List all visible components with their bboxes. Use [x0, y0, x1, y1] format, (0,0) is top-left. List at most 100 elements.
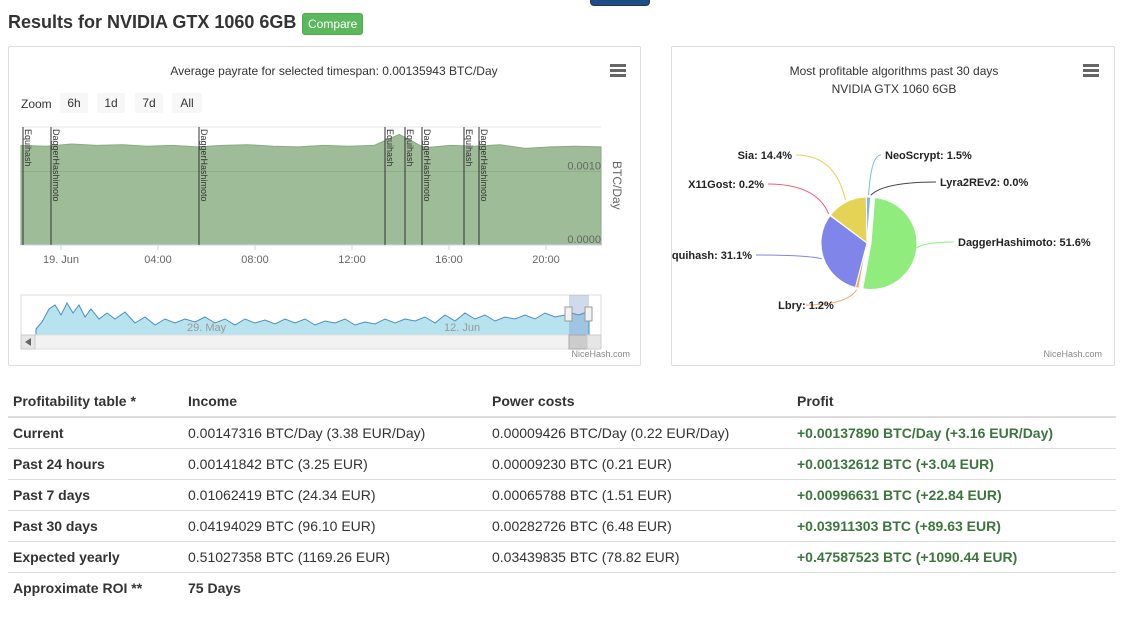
profit-cell: +0.00996631 BTC (+22.84 EUR) — [792, 479, 1116, 511]
flag-label: Equihash — [23, 129, 33, 167]
navigator-handle-left[interactable] — [564, 306, 573, 322]
y-axis-title: BTC/Day — [610, 161, 624, 210]
row-label: Current — [8, 417, 183, 449]
income-cell: 0.00147316 BTC/Day (3.38 EUR/Day) — [183, 417, 487, 449]
chart-menu-icon[interactable] — [610, 64, 626, 77]
pie-label: Equihash: 31.1% — [672, 250, 752, 262]
navigator-selection[interactable] — [569, 295, 589, 335]
table-row: Past 30 days 0.04194029 BTC (96.10 EUR) … — [8, 510, 1116, 542]
navigator-label-may: 29. May — [187, 322, 227, 334]
zoom-1d-label: 1d — [104, 96, 117, 110]
profit-cell: +0.03911303 BTC (+89.63 EUR) — [792, 510, 1116, 542]
header-profit: Profit — [792, 386, 1116, 418]
navigator-label-jun: 12. Jun — [444, 322, 480, 334]
income-cell: 0.04194029 BTC (96.10 EUR) — [183, 510, 487, 542]
pie-slice — [865, 196, 872, 244]
row-label: Past 7 days — [8, 479, 183, 511]
zoom-1d-button[interactable] — [97, 93, 125, 113]
pie-connector — [805, 289, 858, 306]
zoom-label: Zoom — [21, 97, 52, 111]
pie-label: Lbry: 1.2% — [778, 300, 834, 312]
pie-chart: Most profitable algorithms past 30 days … — [672, 64, 1091, 312]
power-cost-cell: 0.00065788 BTC (1.51 EUR) — [487, 479, 792, 511]
profit-cell: +0.47587523 BTC (+1090.44 EUR) — [792, 541, 1116, 573]
table-header-row: Profitability table * Income Power costs… — [8, 386, 1116, 418]
area-plot: 0.0000 0.0010 19. Jun 04:00 08:00 12:00 16:00 2… — [20, 126, 602, 266]
row-label: Past 24 hours — [8, 448, 183, 480]
scrollbar-right-arrow[interactable] — [586, 334, 602, 350]
x-tick-label: 19. Jun — [43, 254, 79, 266]
navigator[interactable]: 29. May 12. Jun — [20, 294, 602, 336]
pie-connector — [767, 183, 830, 215]
payrate-chart-panel: Average payrate for selected timespan: 0… — [8, 46, 641, 366]
pie-connector — [870, 181, 937, 196]
zoom-buttons: 6h 1d 7d All — [60, 93, 202, 113]
table-row: Expected yearly 0.51027358 BTC (1169.26 … — [8, 541, 1116, 573]
y-tick-label: 0.0010 — [567, 160, 601, 172]
pie-plot: DaggerHashimoto: 51.6% Lbry: 1.2% Equihash… — [672, 150, 1091, 312]
profitability-table: Profitability table * Income Power costs… — [8, 386, 1116, 604]
x-tick-label: 20:00 — [532, 254, 560, 266]
table-row: Past 24 hours 0.00141842 BTC (3.25 EUR) … — [8, 448, 1116, 480]
roi-row: Approximate ROI ** 75 Days — [8, 573, 1116, 604]
pie-label: DaggerHashimoto: 51.6% — [958, 237, 1091, 249]
x-tick-label: 16:00 — [435, 254, 463, 266]
zoom-7d-label: 7d — [142, 96, 155, 110]
power-cost-cell: 0.00282726 BTC (6.48 EUR) — [487, 510, 792, 542]
scrollbar[interactable] — [20, 334, 602, 350]
zoom-6h-label: 6h — [67, 96, 80, 110]
zoom-6h-button[interactable] — [60, 93, 88, 113]
pie-label: X11Gost: 0.2% — [688, 179, 764, 191]
pie-chart-subtitle: NVIDIA GTX 1060 6GB — [832, 82, 957, 96]
power-cost-cell: 0.03439835 BTC (78.82 EUR) — [487, 541, 792, 573]
x-tick-label: 08:00 — [241, 254, 269, 266]
pie-connector — [868, 154, 882, 196]
income-cell: 0.01062419 BTC (24.34 EUR) — [183, 479, 487, 511]
zoom-all-label: All — [180, 96, 193, 110]
row-label: Past 30 days — [8, 510, 183, 542]
algorithm-pie-panel: Most profitable algorithms past 30 days … — [671, 46, 1115, 366]
pie-connector — [755, 254, 822, 260]
navigator-series — [35, 301, 590, 336]
power-cost-cell: 0.00009426 BTC/Day (0.22 EUR/Day) — [487, 417, 792, 449]
pie-slice — [862, 197, 918, 290]
x-tick-label: 12:00 — [338, 254, 366, 266]
zoom-all-button[interactable] — [172, 93, 202, 113]
top-decoration — [590, 0, 650, 6]
navigator-handle-right[interactable] — [584, 306, 593, 322]
payrate-chart-credit[interactable]: NiceHash.com — [571, 349, 630, 359]
pie-slice — [820, 214, 868, 289]
profit-cell: +0.00132612 BTC (+3.04 EUR) — [792, 448, 1116, 480]
header-power-costs: Power costs — [487, 386, 792, 418]
pie-chart-title: Most profitable algorithms past 30 days — [790, 64, 999, 78]
row-label: Expected yearly — [8, 541, 183, 573]
compare-button[interactable]: Compare — [302, 13, 364, 35]
table-row: Past 7 days 0.01062419 BTC (24.34 EUR) 0… — [8, 479, 1116, 511]
payrate-chart: Average payrate for selected timespan: 0… — [20, 64, 624, 350]
header-profitability: Profitability table * — [8, 386, 183, 418]
pie-label: NeoScrypt: 1.5% — [885, 150, 972, 162]
scrollbar-thumb[interactable] — [568, 334, 588, 350]
x-tick-label: 04:00 — [144, 254, 172, 266]
header-income: Income — [183, 386, 487, 418]
flag-label: DaggerHashimoto — [422, 129, 432, 202]
pie-chart-credit[interactable]: NiceHash.com — [1043, 349, 1102, 359]
flag-label: Equihash — [405, 129, 415, 167]
flag-label: Equihash — [464, 129, 474, 167]
payrate-area — [20, 133, 602, 246]
table-row: Current 0.00147316 BTC/Day (3.38 EUR/Day… — [8, 417, 1116, 449]
flag-label: DaggerHashimoto — [51, 129, 61, 202]
roi-label: Approximate ROI ** — [13, 580, 143, 597]
pie-connector — [795, 154, 846, 201]
flag-label: Equihash — [385, 129, 395, 167]
pie-menu-icon[interactable] — [1083, 64, 1099, 77]
pie-label: Lyra2REv2: 0.0% — [940, 177, 1028, 189]
flag-label: DaggerHashimoto — [199, 129, 209, 202]
income-cell: 0.00141842 BTC (3.25 EUR) — [183, 448, 487, 480]
pie-label: Sia: 14.4% — [738, 150, 793, 162]
payrate-chart-title: Average payrate for selected timespan: 0… — [170, 64, 497, 78]
zoom-7d-button[interactable] — [135, 93, 163, 113]
page-title: Results for NVIDIA GTX 1060 6GB — [8, 12, 297, 32]
income-cell: 0.51027358 BTC (1169.26 EUR) — [183, 541, 487, 573]
flag-label: DaggerHashimoto — [479, 129, 489, 202]
